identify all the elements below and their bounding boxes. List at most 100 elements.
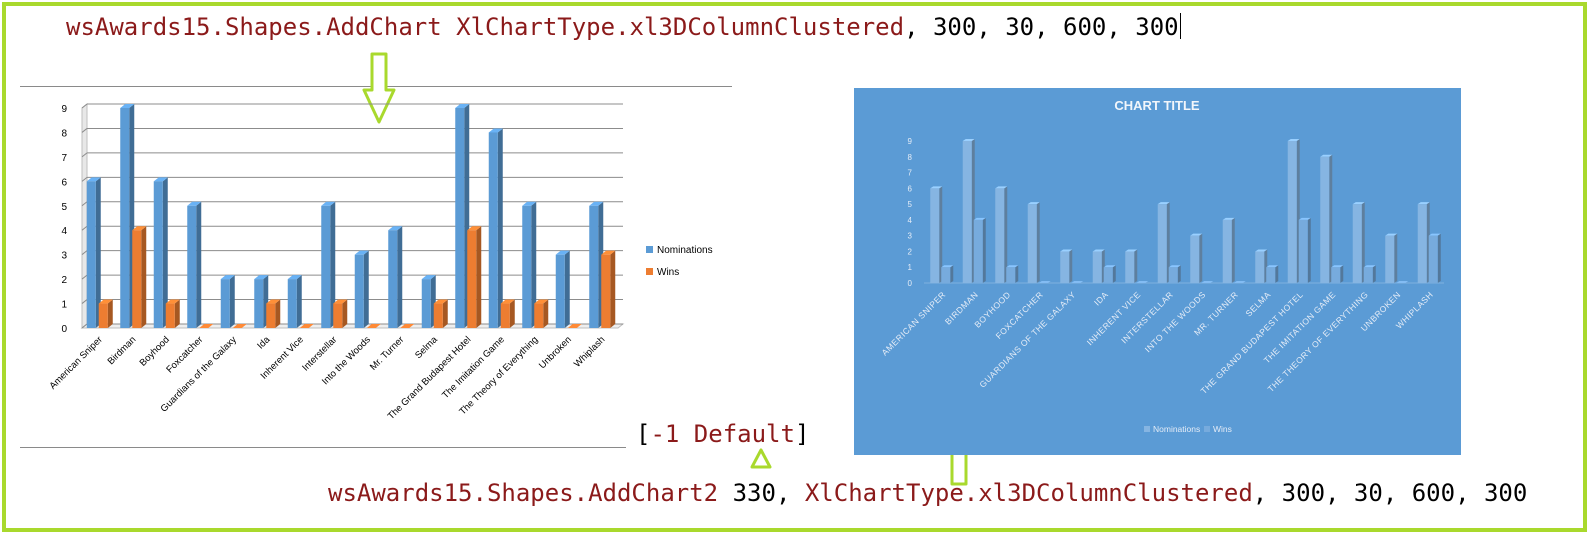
- legend-label: Wins: [1213, 424, 1232, 434]
- bar-nominations: [1352, 204, 1362, 283]
- bar-nominations-side: [1329, 154, 1333, 283]
- bar-wins: [1298, 219, 1308, 283]
- x-tick-label: IDA: [1092, 289, 1110, 307]
- bar-wins-top: [1331, 265, 1344, 268]
- default-note: [-1 Default]: [636, 420, 810, 448]
- bar-wins-side: [476, 226, 482, 328]
- gridline-wall: [81, 176, 88, 182]
- bar-nominations-top: [962, 139, 975, 141]
- bar-nominations-side: [1036, 202, 1040, 283]
- chart-addchart-default[interactable]: 0 1 2 3 4 5 6 7 8 9 American Sniper Birdman Boyhood F…: [20, 85, 740, 455]
- bar-nominations: [930, 188, 940, 283]
- bar-nominations: [220, 279, 230, 328]
- bar-wins: [467, 230, 477, 328]
- y-tick-label: 4: [908, 216, 913, 225]
- y-tick-label: 7: [61, 153, 67, 164]
- bar-wins-side: [1437, 233, 1441, 283]
- bar-wins-floor: [567, 324, 582, 328]
- bar-wins-top: [1103, 265, 1116, 268]
- default-note-text: -1 Default: [650, 420, 795, 448]
- bar-nominations: [86, 181, 96, 328]
- x-tick-label: Selma: [413, 334, 440, 361]
- bar-nominations-top: [488, 128, 503, 133]
- small-up-arrow-icon: [750, 448, 772, 469]
- x-tick-label: SELMA: [1243, 289, 1272, 318]
- bar-nominations: [488, 132, 498, 328]
- gridline-wall: [81, 201, 88, 207]
- bar-wins-side: [1307, 217, 1311, 283]
- bar-wins-floor: [1071, 281, 1084, 283]
- bar-nominations: [1060, 251, 1070, 283]
- bar-wins-side: [1340, 265, 1344, 283]
- bar-nominations-side: [564, 250, 570, 328]
- y-tick-label: 3: [61, 251, 67, 262]
- bar-wins: [1428, 235, 1438, 283]
- bar-wins: [132, 230, 142, 328]
- bar-wins-top: [1298, 217, 1311, 220]
- bar-wins-side: [442, 299, 448, 328]
- x-tick-label: Whiplash: [572, 334, 607, 369]
- bar-nominations: [321, 205, 331, 328]
- bar-wins: [1168, 267, 1178, 283]
- legend-label: Wins: [657, 267, 679, 278]
- gridline-wall: [81, 225, 88, 231]
- legend-swatch: [646, 268, 653, 275]
- bar-nominations: [1157, 204, 1167, 283]
- bar-nominations: [1287, 141, 1297, 283]
- bar-nominations-top: [1385, 233, 1398, 236]
- bar-nominations-top: [153, 177, 168, 182]
- bar-nominations-top: [1157, 202, 1170, 205]
- bar-nominations-top: [589, 201, 604, 206]
- bar-nominations-top: [930, 186, 943, 189]
- bar-wins-top: [98, 299, 113, 304]
- bar-wins-top: [333, 299, 348, 304]
- bar-nominations: [1190, 235, 1200, 283]
- bar-wins-top: [1363, 265, 1376, 268]
- bar-nominations-side: [397, 226, 403, 328]
- down-arrow-icon: [362, 52, 396, 124]
- bar-nominations: [522, 205, 532, 328]
- gridline-wall: [81, 274, 88, 280]
- bar-wins: [601, 254, 611, 328]
- bar-nominations: [1417, 204, 1427, 283]
- bar-wins-floor: [1201, 281, 1214, 283]
- bar-wins-side: [610, 250, 616, 328]
- bar-wins-side: [275, 299, 281, 328]
- bar-wins-floor: [1396, 281, 1409, 283]
- bar-nominations: [1320, 156, 1330, 283]
- bar-wins-side: [1015, 265, 1019, 283]
- bar-nominations: [187, 205, 197, 328]
- gridline-wall: [81, 299, 88, 304]
- x-tick-label: The Imitation Game: [440, 334, 507, 401]
- bar-wins: [1363, 267, 1373, 283]
- bar-nominations-side: [1069, 249, 1073, 283]
- divider-bottom: [20, 447, 626, 448]
- bar-nominations-top: [254, 275, 269, 280]
- bar-wins: [333, 303, 343, 328]
- chart-title: CHART TITLE: [1114, 98, 1200, 113]
- y-tick-label: 0: [908, 279, 913, 288]
- legend-swatch: [1204, 426, 1210, 432]
- chart-addchart2-style330[interactable]: CHART TITLE 0 1 2 3 4 5 6 7 8 9 AMERICAN SNIPER BIRD…: [854, 88, 1461, 455]
- y-tick-label: 1: [61, 300, 67, 311]
- bar-wins-floor: [400, 324, 415, 328]
- bar-nominations: [1027, 204, 1037, 283]
- bar-wins-side: [509, 299, 515, 328]
- bar-nominations: [388, 230, 398, 328]
- code-args: , 300, 30, 600, 300: [1252, 479, 1528, 507]
- bar-wins-top: [467, 226, 482, 231]
- bar-nominations-side: [363, 250, 369, 328]
- y-tick-label: 1: [908, 263, 913, 272]
- bar-nominations-side: [531, 201, 537, 328]
- bar-nominations-side: [330, 201, 336, 328]
- y-tick-label: 7: [908, 169, 913, 178]
- bar-nominations-side: [1134, 249, 1138, 283]
- bar-wins-top: [165, 299, 180, 304]
- bar-wins-floor: [232, 324, 247, 328]
- x-tick-label: AMERICAN SNIPER: [880, 289, 948, 357]
- bar-nominations: [455, 108, 465, 328]
- bar-nominations-top: [220, 275, 235, 280]
- bar-nominations: [555, 254, 565, 328]
- bar-nominations: [354, 254, 364, 328]
